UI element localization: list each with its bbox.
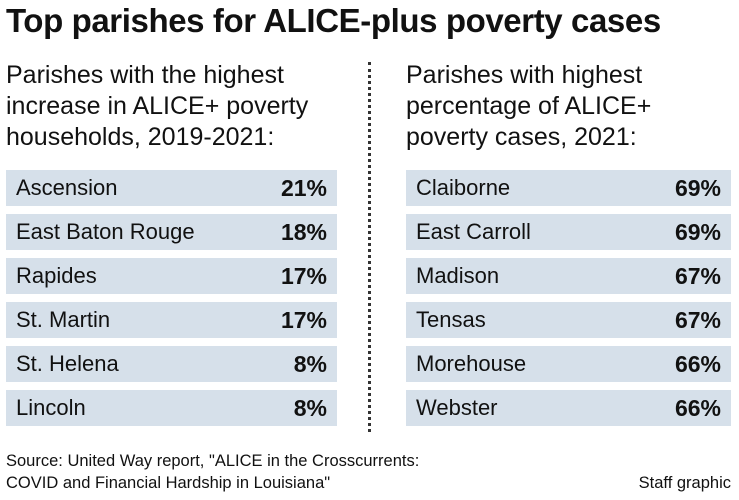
parish-name: St. Helena [16,351,119,376]
source-line: COVID and Financial Hardship in Louisian… [6,474,331,492]
table-row: Claiborne 69% [406,170,731,206]
table-row: St. Martin 17% [6,302,337,338]
parish-name: East Carroll [416,219,531,244]
left-subhead: Parishes with the highest increase in AL… [6,60,337,160]
parish-name: Claiborne [416,175,511,200]
left-column: Parishes with the highest increase in AL… [6,60,337,434]
parish-percent: 8% [293,350,327,377]
parish-percent: 67% [674,262,721,289]
table-row: Ascension 21% [6,170,337,206]
parish-percent: 18% [280,218,327,245]
right-subhead-line: percentage of ALICE+ [406,92,652,120]
parish-percent: 69% [674,174,721,201]
parish-percent: 17% [280,306,327,333]
staff-credit: Staff graphic [638,474,731,492]
table-row: East Baton Rouge 18% [6,214,337,250]
table-row: Morehouse 66% [406,346,731,382]
parish-name: Rapides [16,263,97,288]
parish-percent: 8% [293,394,327,421]
table-row: Webster 66% [406,390,731,426]
column-divider [368,62,371,432]
left-subhead-line: increase in ALICE+ poverty [6,92,309,120]
right-subhead-line: poverty cases, 2021: [406,123,637,151]
parish-percent: 66% [674,350,721,377]
right-subhead-line: Parishes with highest [406,61,643,89]
source-line: Source: United Way report, "ALICE in the… [6,452,420,470]
left-table: Ascension 21% East Baton Rouge 18% Rapid… [6,170,337,426]
parish-name: Lincoln [16,395,86,420]
parish-name: Morehouse [416,351,527,376]
left-subhead-line: households, 2019-2021: [6,123,275,151]
parish-name: Tensas [416,307,486,332]
table-row: Tensas 67% [406,302,731,338]
page-title: Top parishes for ALICE-plus poverty case… [6,2,661,39]
right-column: Parishes with highest percentage of ALIC… [406,60,731,434]
parish-name: Madison [416,263,500,288]
table-row: East Carroll 69% [406,214,731,250]
left-subhead-line: Parishes with the highest [6,61,284,89]
table-row: St. Helena 8% [6,346,337,382]
parish-name: Webster [416,395,498,420]
parish-percent: 21% [280,174,327,201]
parish-percent: 67% [674,306,721,333]
parish-name: St. Martin [16,307,111,332]
table-row: Madison 67% [406,258,731,294]
right-subhead: Parishes with highest percentage of ALIC… [406,60,731,160]
parish-percent: 17% [280,262,327,289]
table-row: Rapides 17% [6,258,337,294]
parish-percent: 69% [674,218,721,245]
source-note: Source: United Way report, "ALICE in the… [6,450,419,494]
table-row: Lincoln 8% [6,390,337,426]
parish-name: Ascension [16,175,118,200]
right-table: Claiborne 69% East Carroll 69% Madison 6… [406,170,731,426]
parish-name: East Baton Rouge [16,219,195,244]
parish-percent: 66% [674,394,721,421]
